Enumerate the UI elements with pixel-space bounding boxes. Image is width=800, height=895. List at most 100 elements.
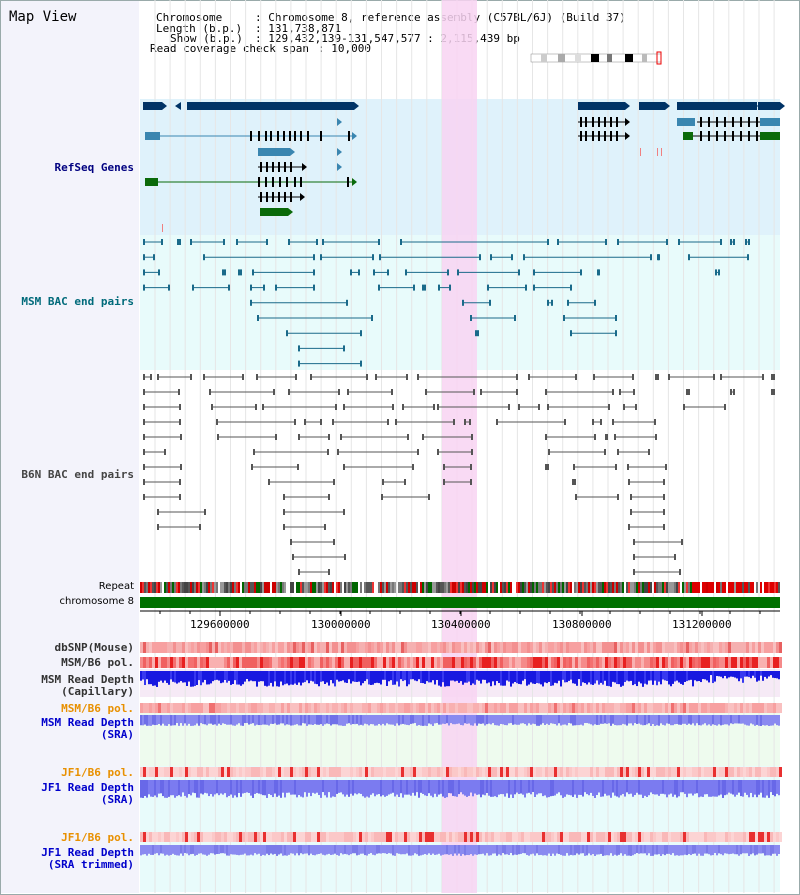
dbsnp-heatmap[interactable] — [140, 642, 782, 653]
depth-bar — [696, 715, 698, 724]
heat-cell — [422, 832, 425, 842]
highlight-region[interactable] — [442, 0, 477, 893]
heat-cell — [290, 832, 293, 842]
heat-cell — [254, 703, 257, 713]
depth-bar — [400, 715, 402, 725]
depth-bar — [768, 715, 770, 726]
refseq-genes[interactable] — [143, 102, 785, 232]
b6n-bac-end — [343, 464, 345, 470]
heat-cell — [494, 832, 497, 842]
heat-cell — [548, 642, 551, 653]
heat-cell — [404, 642, 407, 653]
heat-cell — [179, 703, 182, 713]
depth-bar — [582, 671, 584, 683]
repeat-block — [546, 582, 548, 593]
depth-bar — [410, 671, 412, 680]
depth-bar — [724, 845, 726, 854]
depth-bar — [510, 671, 512, 687]
depth-bar — [176, 715, 178, 724]
depth-bar — [248, 715, 250, 725]
heat-cell — [158, 767, 161, 777]
heat-cell — [479, 642, 482, 653]
heat-cell — [143, 832, 146, 842]
jf1-depth-sra[interactable] — [140, 780, 780, 798]
depth-bar — [548, 780, 550, 798]
heat-cell — [353, 767, 356, 777]
gene-cds — [760, 132, 780, 140]
repeat-block — [484, 582, 486, 593]
depth-bar — [628, 845, 630, 856]
depth-bar — [272, 671, 274, 687]
depth-bar — [600, 845, 602, 854]
depth-bar — [648, 780, 650, 796]
b6n-bac-end — [143, 464, 145, 470]
depth-bar — [210, 780, 212, 795]
heat-cell — [704, 832, 707, 842]
repeat-block — [598, 582, 600, 593]
depth-bar — [386, 715, 388, 724]
gene-exon — [347, 177, 349, 187]
heat-cell — [578, 703, 581, 713]
heat-cell — [332, 703, 335, 713]
repeat-block — [584, 582, 586, 593]
repeat-block — [452, 582, 454, 593]
heat-cell — [644, 832, 647, 842]
heat-cell — [431, 642, 434, 653]
heat-cell — [413, 767, 416, 777]
b6n-bac-end — [437, 449, 439, 455]
depth-bar — [390, 780, 392, 794]
depth-bar — [308, 780, 310, 793]
repeat-block — [534, 582, 536, 593]
jf1-b6-pol-heatmap-2[interactable] — [140, 832, 782, 842]
msm-b6-pol-heatmap-2[interactable] — [140, 703, 782, 713]
heat-cell — [230, 832, 233, 842]
depth-bar — [374, 671, 376, 684]
depth-bar — [606, 671, 608, 686]
depth-bar — [584, 671, 586, 684]
depth-bar — [294, 671, 296, 684]
depth-bar — [156, 780, 158, 798]
msm-b6-pol-heatmap-1[interactable] — [140, 657, 782, 668]
repeat-block — [594, 582, 596, 593]
depth-bar — [378, 715, 380, 724]
depth-bar — [180, 845, 182, 854]
msm-bac-pairs[interactable] — [143, 239, 750, 367]
depth-bar — [510, 780, 512, 795]
depth-bar — [152, 715, 154, 725]
heat-cell — [713, 767, 716, 777]
heat-cell — [437, 657, 440, 668]
heat-cell — [629, 703, 632, 713]
msm-bac-end — [551, 299, 553, 306]
chromosome-bar[interactable] — [140, 597, 780, 608]
heat-cell — [740, 657, 743, 668]
length-value: : 131,738,871 — [255, 22, 342, 35]
repeat-block — [676, 582, 678, 593]
depth-bar — [152, 780, 154, 797]
heat-cell — [212, 767, 215, 777]
repeat-block — [236, 582, 238, 593]
depth-bar — [528, 780, 530, 793]
b6n-bac-pairs[interactable] — [143, 374, 775, 575]
msm-depth-capillary[interactable] — [140, 671, 780, 687]
heat-cell — [311, 642, 314, 653]
depth-bar — [680, 845, 682, 856]
depth-bar — [336, 715, 338, 725]
depth-bar — [642, 715, 644, 726]
b6n-bac-end — [332, 419, 334, 425]
heat-cell — [569, 767, 572, 777]
depth-bar — [154, 780, 156, 796]
track-label-chromosome: chromosome 8 — [59, 596, 134, 607]
chromosome-ideogram[interactable] — [530, 51, 662, 65]
jf1-b6-pol-heatmap-1[interactable] — [140, 767, 782, 777]
repeat-block — [442, 582, 444, 593]
jf1-depth-sra-trimmed[interactable] — [140, 845, 780, 856]
repeat-track[interactable] — [140, 582, 780, 593]
depth-bar — [744, 671, 746, 677]
heat-cell — [653, 767, 656, 777]
depth-bar — [590, 715, 592, 725]
heat-cell — [284, 832, 287, 842]
depth-bar — [334, 845, 336, 854]
msm-depth-sra[interactable] — [140, 715, 780, 726]
heat-cell — [395, 832, 398, 842]
